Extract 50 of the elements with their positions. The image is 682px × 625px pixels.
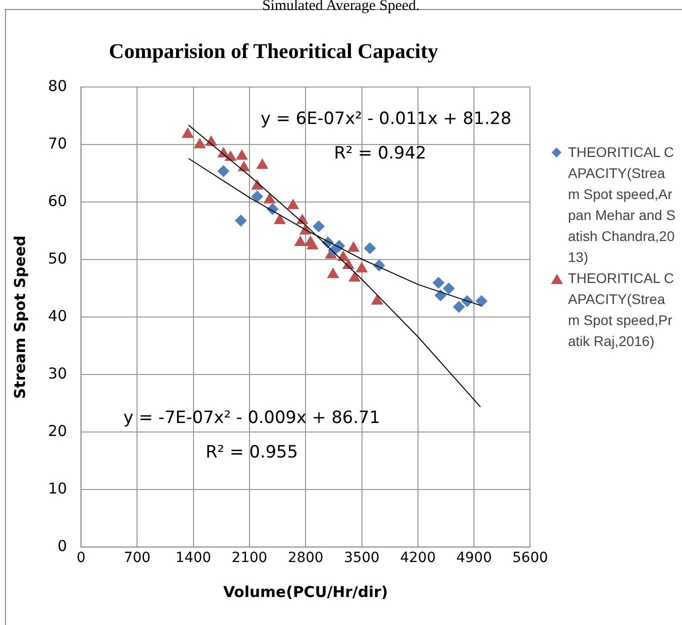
annotation: y = 6E-07x² - 0.011x + 81.28 — [260, 108, 512, 129]
y-tick-label: 10 — [48, 480, 68, 498]
point — [234, 214, 247, 227]
point — [294, 235, 306, 246]
point — [236, 149, 248, 160]
point — [286, 198, 300, 210]
y-tick-label: 80 — [48, 77, 68, 96]
x-tick-label: 1400 — [176, 550, 212, 566]
point — [194, 138, 206, 148]
x-tick-label: 4900 — [456, 550, 492, 566]
y-tick-label: 60 — [48, 192, 68, 210]
x-tick-label: 0 — [76, 550, 86, 566]
point — [371, 294, 384, 305]
y-axis-title: Stream Spot Speed — [10, 236, 29, 399]
point — [263, 192, 276, 204]
point — [312, 220, 325, 232]
annotation: R² = 0.955 — [206, 442, 298, 462]
point — [348, 271, 361, 282]
x-tick-label: 4200 — [400, 550, 436, 566]
annotation: y = -7E-07x² - 0.009x + 86.71 — [123, 408, 380, 428]
point — [452, 300, 465, 313]
point — [476, 295, 488, 308]
y-tick-label: 50 — [48, 250, 68, 268]
y-tick-label: 70 — [48, 134, 68, 153]
point — [356, 262, 368, 272]
point — [182, 127, 194, 138]
annotation: R² = 0.942 — [334, 143, 426, 164]
x-tick-label: 2100 — [232, 550, 268, 566]
point — [274, 214, 286, 224]
point — [306, 238, 319, 250]
point — [327, 268, 340, 278]
point — [434, 289, 447, 302]
point — [347, 241, 360, 252]
legend-label: THEORITICAL CAPACITY(Stream Spot speed,Pratik Raj,2016) — [568, 269, 676, 351]
x-tick-label: 3500 — [344, 550, 380, 566]
chart-title: Comparision of Theoritical Capacity — [108, 39, 439, 64]
x-tick-label: 700 — [124, 550, 151, 566]
x-tick-label: 2800 — [288, 550, 324, 566]
point — [364, 242, 376, 254]
point — [432, 276, 445, 289]
y-tick-label: 30 — [48, 364, 68, 383]
point — [251, 190, 264, 202]
y-tick-label: 20 — [48, 422, 68, 440]
point — [442, 282, 455, 294]
point — [224, 150, 237, 161]
point — [256, 158, 268, 169]
x-tick-label: 5600 — [512, 550, 548, 566]
y-tick-label: 40 — [48, 307, 68, 326]
x-axis-title: Volume(PCU/Hr/dir) — [223, 582, 388, 601]
legend-label: THEORITICAL CAPACITY(Stream Spot speed,Arpan Mehar and Satish Chandra,2013) — [568, 143, 676, 267]
